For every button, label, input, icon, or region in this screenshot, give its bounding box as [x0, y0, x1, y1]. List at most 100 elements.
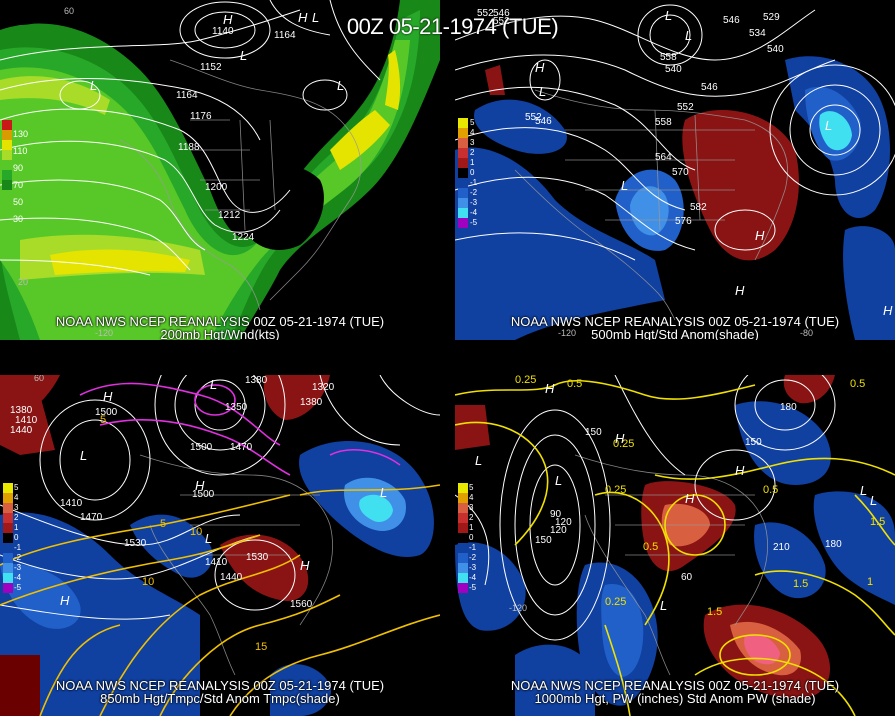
- legend-swatch: [458, 138, 468, 148]
- temp-label: 10: [190, 526, 202, 538]
- contour-label: 1164: [176, 90, 198, 101]
- pw-label: 0.25: [515, 375, 536, 386]
- low-center: L: [380, 485, 387, 500]
- contour-label: 1470: [80, 512, 103, 523]
- contour-label: 1440: [220, 572, 243, 583]
- low-center: L: [660, 598, 667, 613]
- legend-swatch: [458, 178, 468, 188]
- low-center: L: [240, 48, 247, 63]
- legend-labels-850mb: 5 4 3 2 1 0 -1 -2 -3 -4 -5: [14, 483, 22, 592]
- contour-label: 546: [723, 15, 740, 26]
- legend-labels-200mb: 130 110 90 70 50 30: [13, 129, 29, 224]
- panel-1000mb: 0.5 0.25 0.5 0.25 0.5 1 1.5 0.25 1.5 0.5…: [455, 375, 895, 716]
- map-200mb: 1140 1152 1164 1164 1176 1188 1200 1212 …: [0, 0, 440, 340]
- contour-label: 1380: [300, 397, 323, 408]
- high-center: H: [735, 283, 745, 298]
- main-title: 00Z 05-21-1974 (TUE): [346, 14, 559, 39]
- low-center: L: [475, 453, 482, 468]
- contour-label: 1530: [124, 538, 147, 549]
- contour-label: 150: [535, 535, 552, 546]
- legend-swatch: [458, 168, 468, 178]
- low-center: L: [312, 10, 319, 25]
- legend-swatch: [3, 543, 13, 553]
- legend-swatch: [458, 158, 468, 168]
- low-center: L: [621, 178, 628, 193]
- legend-swatch: [2, 130, 12, 140]
- contour-label: 534: [749, 28, 766, 39]
- low-center: L: [205, 531, 212, 546]
- lon-label: -120: [95, 328, 113, 338]
- low-center: L: [825, 118, 832, 133]
- contour-label: 546: [535, 116, 552, 127]
- legend-swatch: [458, 483, 468, 493]
- panel-caption: NOAA NWS NCEP REANALYSIS 00Z 05-21-1974 …: [510, 678, 840, 706]
- high-center: H: [60, 593, 70, 608]
- pw-label: 1: [867, 576, 873, 588]
- low-center: L: [210, 377, 217, 392]
- contour-label: 552: [525, 112, 542, 123]
- contour-label: 582: [690, 202, 707, 213]
- high-center: H: [685, 491, 695, 506]
- temp-label: 15: [255, 641, 267, 653]
- anomaly-negative: [455, 147, 665, 340]
- legend-swatch: [3, 553, 13, 563]
- low-center: L: [90, 78, 97, 93]
- contour-label: 1380: [10, 405, 33, 416]
- legend-swatch: [2, 170, 12, 180]
- high-center: H: [535, 60, 545, 75]
- pw-label: 1.5: [793, 578, 808, 590]
- contour-label: 1470: [230, 442, 253, 453]
- high-center: H: [615, 431, 625, 446]
- contour-label: 1560: [290, 599, 313, 610]
- contour-label: 558: [660, 52, 677, 63]
- contour-label: 540: [665, 64, 682, 75]
- contour-label: 1212: [218, 210, 241, 221]
- pw-label: 0.25: [613, 438, 634, 450]
- legend-200mb: [2, 120, 12, 190]
- legend-swatch: [458, 583, 468, 593]
- legend-swatch: [3, 503, 13, 513]
- high-center: H: [103, 389, 113, 404]
- legend-swatch: [458, 563, 468, 573]
- contour-label: 540: [767, 44, 784, 55]
- legend-swatch: [458, 118, 468, 128]
- contour-label: 1500: [95, 407, 118, 418]
- legend-500mb: [458, 118, 468, 228]
- legend-swatch: [2, 140, 12, 150]
- legend-swatch: [2, 120, 12, 130]
- legend-swatch: [3, 523, 13, 533]
- contour-label: 1200: [205, 182, 228, 193]
- contour-label: 558: [655, 117, 672, 128]
- legend-swatch: [458, 533, 468, 543]
- temp-label: 10: [142, 576, 154, 588]
- legend-swatch: [458, 513, 468, 523]
- contour-label: 564: [655, 152, 672, 163]
- contour-label: 90: [550, 509, 562, 520]
- contour-label: 1410: [205, 557, 228, 568]
- legend-swatch: [458, 573, 468, 583]
- high-center: H: [195, 478, 205, 493]
- low-center: L: [80, 448, 87, 463]
- legend-swatch: [2, 160, 12, 170]
- high-center: H: [545, 381, 555, 396]
- contour-label: 1176: [190, 111, 212, 122]
- legend-1000mb: [458, 483, 468, 593]
- contour-label: 1380: [245, 375, 268, 386]
- lon-label: -80: [800, 328, 813, 338]
- pw-label: 0.5: [763, 484, 778, 496]
- legend-swatch: [458, 198, 468, 208]
- lat-label: 20: [18, 277, 28, 287]
- panel-caption: NOAA NWS NCEP REANALYSIS 00Z 05-21-1974 …: [510, 314, 840, 340]
- legend-swatch: [3, 563, 13, 573]
- contour-label: 1320: [312, 382, 335, 393]
- panel-200mb: 1140 1152 1164 1164 1176 1188 1200 1212 …: [0, 0, 440, 340]
- contour-label: 546: [701, 82, 718, 93]
- pw-label: 0.5: [850, 378, 865, 390]
- contour-label: 1410: [60, 498, 83, 509]
- legend-swatch: [458, 493, 468, 503]
- panel-caption: NOAA NWS NCEP REANALYSIS 00Z 05-21-1974 …: [55, 314, 385, 340]
- contour-label: 552: [477, 8, 494, 19]
- contour-label: 1152: [200, 62, 222, 73]
- legend-swatch: [458, 553, 468, 563]
- high-center: H: [883, 303, 893, 318]
